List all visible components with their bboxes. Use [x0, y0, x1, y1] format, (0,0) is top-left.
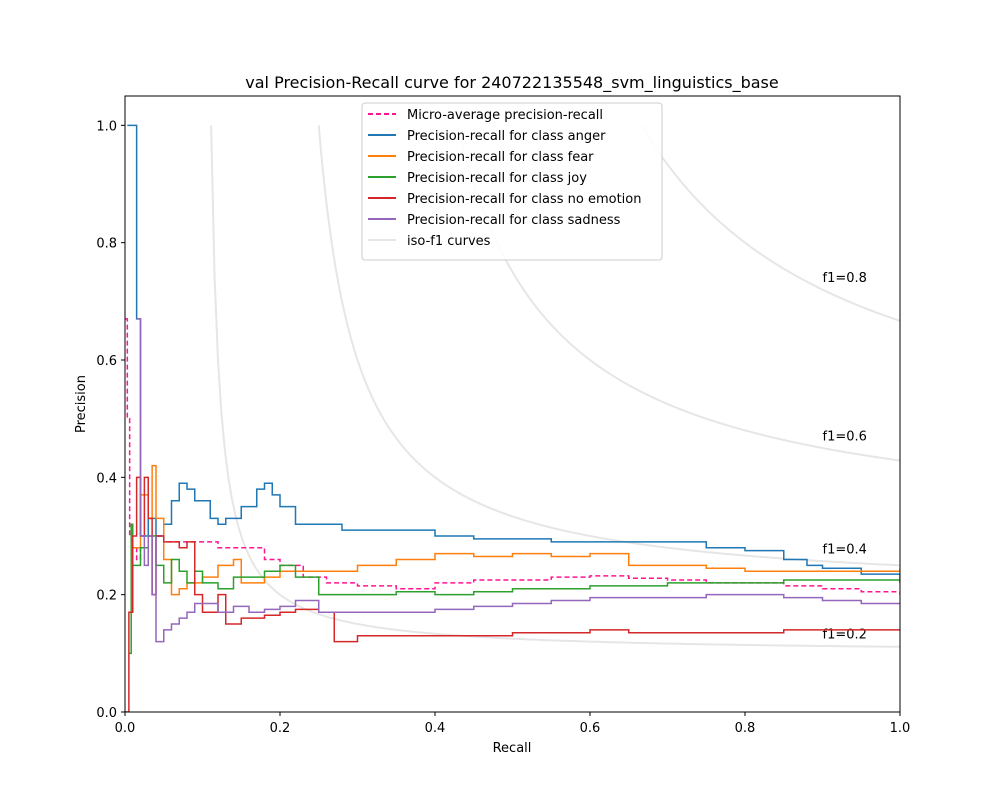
x-axis: 0.0 0.2 0.4 0.6 0.8 1.0 [115, 712, 911, 736]
series-line-1 [127, 124, 900, 583]
y-tick-label: 0.6 [96, 354, 117, 369]
legend-label: Micro-average precision-recall [407, 108, 603, 123]
x-axis-label: Recall [493, 741, 532, 756]
iso-f1-curve [210, 125, 900, 648]
iso-f1-curve [456, 125, 900, 462]
iso-f1-label: f1=0.4 [823, 542, 867, 557]
y-tick-label: 0.8 [96, 237, 117, 252]
x-tick-label: 0.8 [735, 721, 756, 736]
chart-title: val Precision-Recall curve for 240722135… [245, 73, 778, 93]
iso-f1-label: f1=0.6 [823, 429, 867, 444]
series-lines [125, 124, 900, 712]
legend-label: Precision-recall for class anger [407, 129, 606, 144]
x-tick-label: 0.6 [580, 721, 601, 736]
series-line-4 [125, 476, 900, 712]
iso-f1-label: f1=0.8 [823, 271, 867, 286]
y-axis: 0.0 0.2 0.4 0.6 0.8 1.0 [96, 119, 125, 721]
plot-area: f1=0.2 f1=0.4 f1=0.6 f1=0.8 [124, 95, 901, 713]
legend-label: Precision-recall for class no emotion [407, 192, 641, 207]
series-line-5 [136, 318, 900, 643]
y-tick-label: 1.0 [96, 119, 117, 134]
x-tick-label: 0.4 [425, 721, 446, 736]
iso-f1-label: f1=0.2 [823, 627, 867, 642]
x-tick-label: 0.2 [270, 721, 291, 736]
x-tick-label: 1.0 [890, 721, 911, 736]
legend-label: Precision-recall for class fear [407, 150, 594, 165]
plot-frame [124, 95, 901, 713]
iso-f1-curves [210, 124, 900, 648]
iso-f1-curve [640, 124, 900, 322]
series-line-2 [132, 464, 900, 596]
legend-label: iso-f1 curves [407, 234, 491, 249]
legend-box [361, 102, 663, 261]
legend-label: Precision-recall for class sadness [407, 213, 621, 228]
y-tick-label: 0.2 [96, 589, 117, 604]
y-axis-label: Precision [74, 375, 89, 433]
legend: Micro-average precision-recall Precision-… [361, 102, 663, 261]
y-tick-label: 0.4 [96, 471, 117, 486]
y-tick-label: 0.0 [96, 706, 117, 721]
legend-label: Precision-recall for class joy [407, 171, 587, 186]
iso-f1-labels: f1=0.2 f1=0.4 f1=0.6 f1=0.8 [823, 271, 867, 642]
x-tick-label: 0.0 [115, 721, 136, 736]
